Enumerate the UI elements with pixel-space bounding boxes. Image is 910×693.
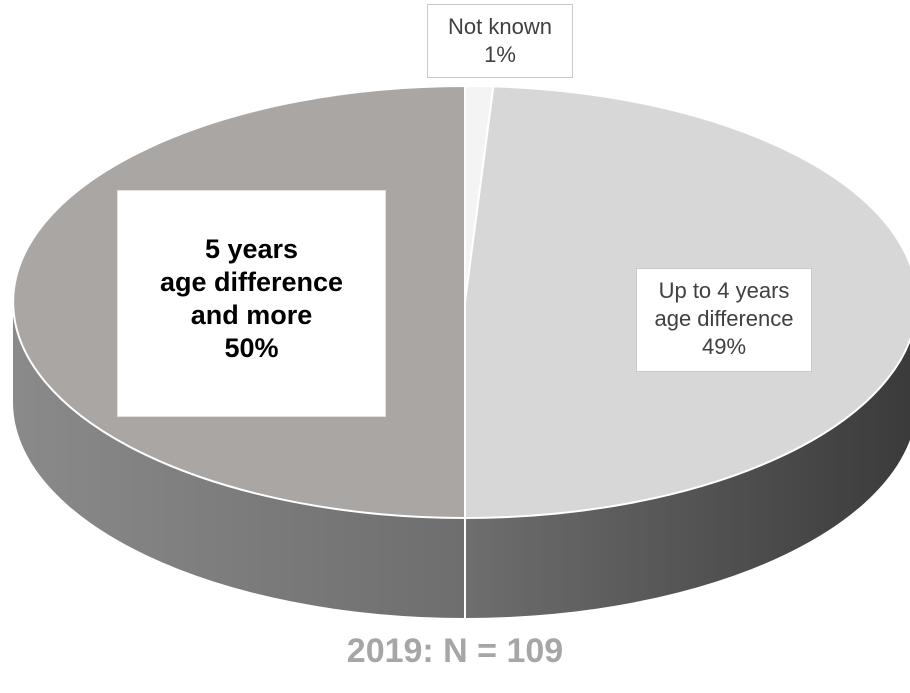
slice-label-text: Not known [448,14,552,39]
slice-label-not-known: Not known 1% [427,4,573,78]
slice-value-label: 1% [484,42,516,67]
slice-label-text: age difference [159,267,344,297]
slice-label-5-years-and-more: 5 years age difference and more 50% [117,190,386,417]
slice-label-text: Up to 4 years [658,278,790,303]
pie-side-wall [13,302,910,618]
slice-label-text: 5 years [204,234,299,264]
slice-label-text: and more [190,300,313,330]
slice-value-label: 50% [224,333,279,363]
slice-label-up-to-4-years: Up to 4 years age difference 49% [636,268,812,372]
slice-value-label: 49% [701,334,747,359]
slice-label-text: age difference [654,306,794,331]
chart-caption: 2019: N = 109 [346,632,564,670]
